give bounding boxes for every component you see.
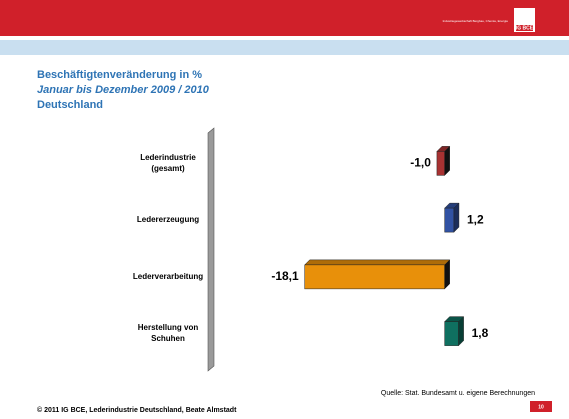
logo-bar: [516, 25, 533, 31]
bar-top: [304, 259, 451, 266]
chart-title: Beschäftigtenveränderung in %: [37, 69, 202, 81]
bar: [436, 151, 445, 176]
category-label: Lederverarbeitung: [133, 272, 203, 281]
bar-end: [458, 316, 464, 347]
axis-wall: [207, 127, 215, 372]
bar: [444, 321, 459, 346]
blue-band: [0, 40, 569, 55]
logo-text: IG BCE: [516, 25, 534, 31]
bar-end: [444, 145, 450, 176]
page-number-box: [530, 401, 552, 412]
category-label: Herstellung von Schuhen: [138, 323, 199, 343]
footer: © 2011 IG BCE, Lederindustrie Deutschlan…: [37, 406, 237, 414]
bar: [304, 264, 445, 290]
bar-end: [453, 202, 460, 233]
value-label: -18,1: [271, 269, 299, 283]
page-number: 10: [538, 404, 544, 410]
source: Quelle: Stat. Bundesamt u. eigene Berech…: [381, 390, 535, 397]
category-label: Ledererzeugung: [137, 215, 199, 224]
bar-end: [444, 259, 450, 290]
value-label: -1,0: [410, 156, 431, 170]
header-band: [0, 0, 569, 36]
chart-subtitle: Januar bis Dezember 2009 / 2010: [37, 84, 210, 96]
logo-tagline: Industriegewerkschaft Bergbau, Chemie, E…: [443, 19, 509, 23]
value-label: 1,8: [472, 326, 489, 340]
value-label: 1,2: [467, 212, 484, 226]
bar: [444, 207, 455, 233]
chart-region: Deutschland: [37, 99, 103, 111]
category-label: Lederindustrie (gesamt): [140, 153, 196, 173]
